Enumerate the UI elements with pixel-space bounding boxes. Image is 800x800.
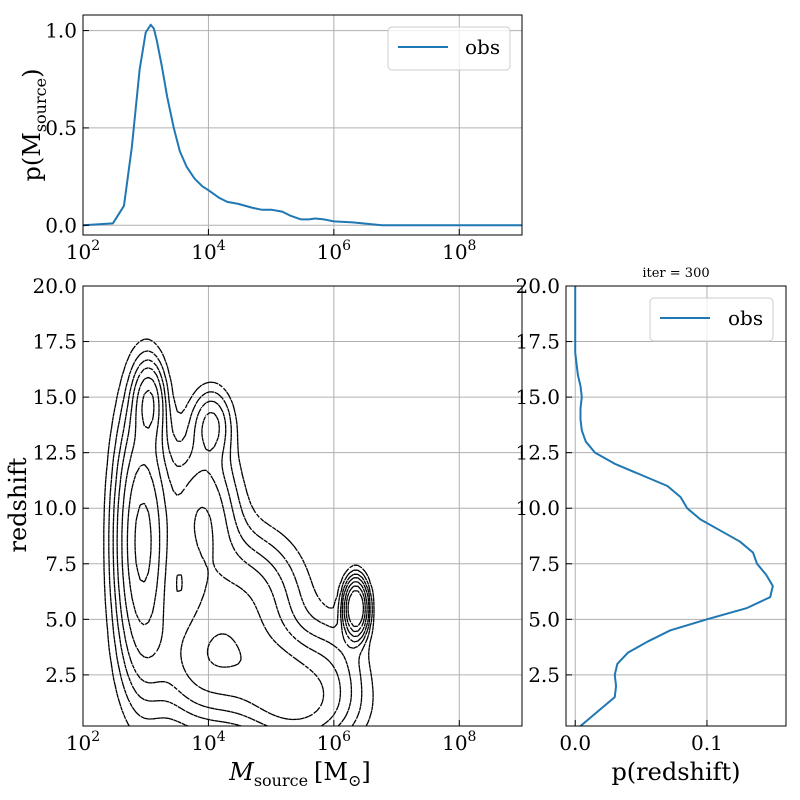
main-ytick-label-2: 7.5 (45, 552, 77, 576)
top-xtick-label-2: 106 (317, 238, 351, 264)
top-series (83, 23, 522, 227)
right-ytick-label-3: 10.0 (515, 496, 560, 520)
contour-level-2 (112, 359, 371, 726)
top-series-line-0 (83, 23, 522, 227)
main-ytick-label-4: 12.5 (32, 441, 77, 465)
top-legend-label: obs (465, 35, 500, 59)
top-xtick-label-3: 108 (442, 238, 476, 264)
top-panel: 102 104 106 108 0.0 0.5 1.0 p(Msource) obs (18, 14, 523, 264)
main-xtick-label-2: 106 (317, 729, 351, 755)
main-ytick-label-3: 10.0 (32, 496, 77, 520)
right-ytick-label-4: 12.5 (515, 441, 560, 465)
top-ytick-label-1: 0.5 (45, 116, 77, 140)
main-ylabel: redshift (4, 457, 32, 552)
right-xtick-label-0: 0.0 (559, 731, 591, 755)
right-panel: iter = 300 0.0 0.1 2.5 5.0 7.5 10.0 12.5 15.0 17… (515, 266, 787, 786)
right-series-line-0 (574, 286, 774, 726)
contour-level-6 (134, 502, 365, 628)
right-series (574, 286, 774, 726)
main-xtick-label-1: 104 (191, 729, 225, 755)
contour-level-0 (103, 338, 375, 726)
right-ytick-label-2: 7.5 (528, 552, 560, 576)
right-legend: obs (649, 297, 774, 342)
top-legend: obs (387, 26, 511, 71)
right-ytick-label-5: 15.0 (515, 385, 560, 409)
contour-level-5 (126, 389, 366, 668)
main-xtick-label-3: 108 (442, 729, 476, 755)
contour-level-4 (121, 376, 368, 721)
main-axes-frame (82, 285, 523, 727)
right-grid (566, 286, 786, 726)
contour-level-1 (108, 350, 373, 726)
right-ytick-label-7: 20.0 (515, 274, 560, 298)
top-xtick-label-0: 102 (66, 238, 100, 264)
right-ytick-label-0: 2.5 (528, 663, 560, 687)
top-xtick-label-1: 104 (191, 238, 225, 264)
contour-level-3 (116, 367, 370, 726)
right-xlabel: p(redshift) (611, 758, 740, 786)
main-ytick-label-1: 5.0 (45, 607, 77, 631)
right-title: iter = 300 (642, 266, 709, 281)
top-legend-box (387, 26, 511, 71)
main-grid (83, 286, 522, 726)
main-ytick-label-0: 2.5 (45, 663, 77, 687)
main-ticks: 102 104 106 108 2.5 5.0 7.5 10.0 12.5 15.0 17.5 20.… (32, 274, 476, 755)
main-ytick-label-7: 20.0 (32, 274, 77, 298)
main-ytick-label-6: 17.5 (32, 330, 77, 354)
right-ticks: 0.0 0.1 2.5 5.0 7.5 10.0 12.5 15.0 17.5 20.0 (515, 274, 722, 755)
top-ytick-label-0: 0.0 (45, 213, 77, 237)
main-xlabel: Msource [M⊙] (228, 758, 371, 790)
right-ytick-label-6: 17.5 (515, 330, 560, 354)
main-xtick-label-0: 102 (66, 729, 100, 755)
top-axes-frame (82, 14, 523, 236)
top-ticks: 102 104 106 108 0.0 0.5 1.0 (45, 19, 476, 264)
right-legend-label: obs (728, 306, 763, 330)
right-ytick-label-1: 5.0 (528, 607, 560, 631)
main-contours (103, 338, 375, 726)
top-ytick-label-2: 1.0 (45, 19, 77, 43)
main-panel: 102 104 106 108 2.5 5.0 7.5 10.0 12.5 15.0 17.5 20.… (4, 274, 523, 790)
right-axes-frame (565, 285, 787, 727)
right-xtick-label-1: 0.1 (691, 731, 723, 755)
main-ytick-label-5: 15.0 (32, 385, 77, 409)
top-ylabel: p(Msource) (18, 69, 50, 182)
right-legend-box (649, 297, 774, 342)
